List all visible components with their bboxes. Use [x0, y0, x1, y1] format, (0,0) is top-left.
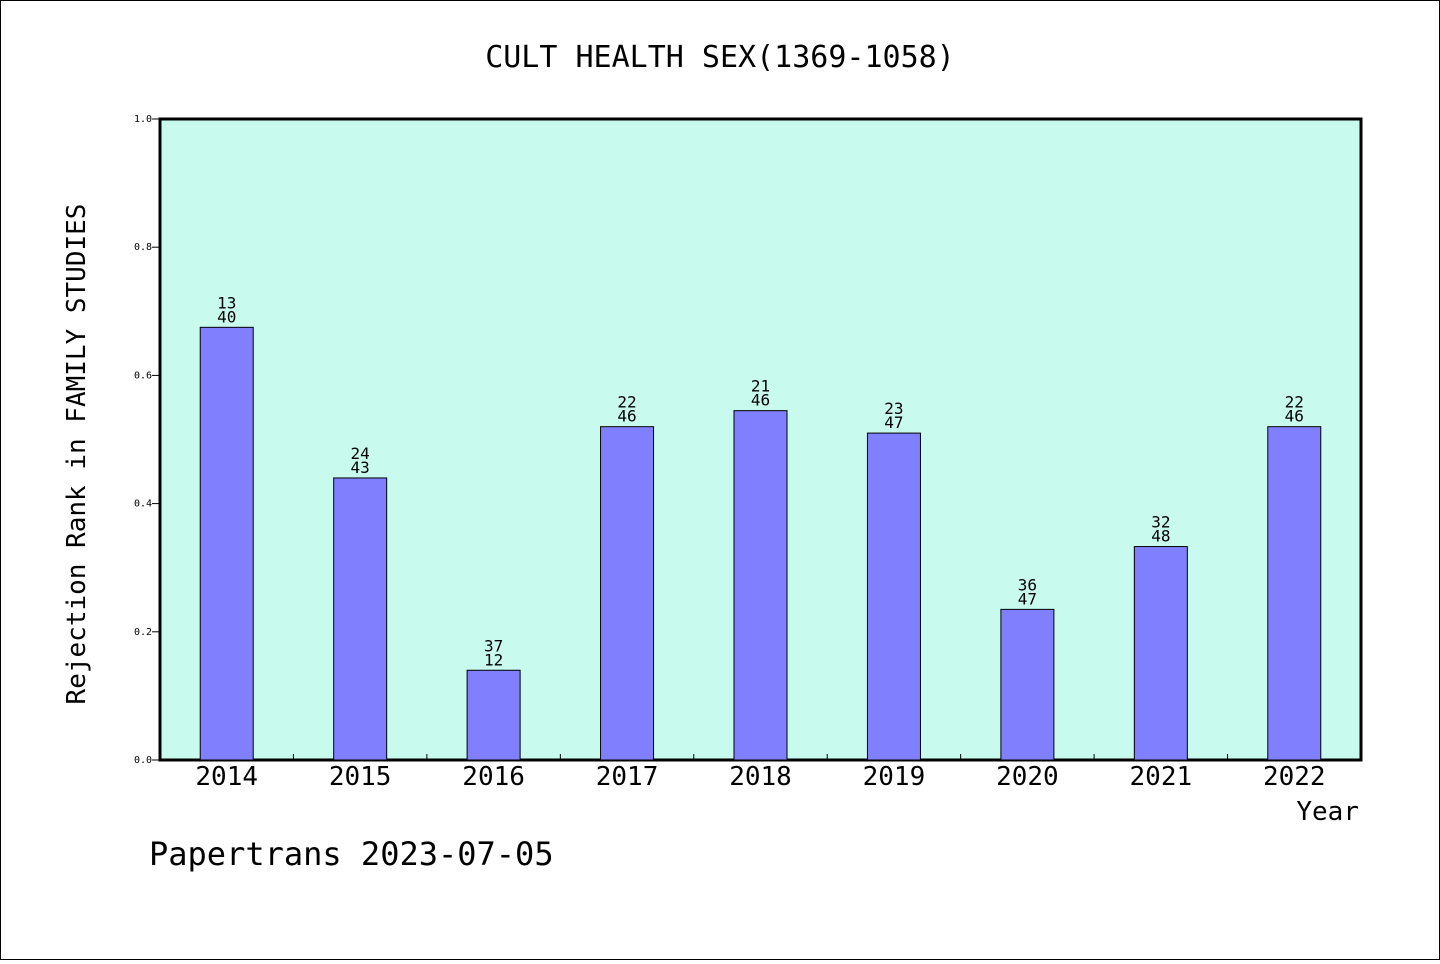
bar-annotation-label: 47 [884, 413, 903, 432]
plot-area: 0.00.20.40.60.81.0 2014 2015 2016 2017 2018 2… [134, 114, 1363, 792]
bar [866, 432, 921, 761]
x-tick-label: 2020 [996, 762, 1059, 792]
bar-annotation-label: 36 [1018, 575, 1037, 594]
y-tick-label: 0.2 [134, 627, 152, 638]
bar-annotation-label: 12 [484, 650, 503, 669]
y-tick-label: 0.0 [134, 755, 152, 766]
x-tick-label: 2021 [1130, 762, 1193, 792]
bar-annotation-label: 22 [617, 393, 636, 412]
bar-annotation-label: 43 [351, 458, 370, 477]
y-tick-label: 1.0 [134, 114, 152, 125]
bar-annotation-label: 46 [617, 407, 636, 426]
bar-annotation-label: 47 [1018, 589, 1037, 608]
bars-group [199, 326, 1322, 761]
bar-annotation-label: 48 [1151, 527, 1170, 546]
bar [733, 410, 788, 761]
bar [1267, 426, 1322, 761]
bar-annotation-label: 46 [751, 391, 770, 410]
x-tick-label: 2017 [596, 762, 659, 792]
x-tick-label: 2019 [863, 762, 926, 792]
y-tick-label: 0.8 [134, 242, 152, 253]
footer-credit: Papertrans 2023-07-05 [149, 835, 554, 873]
y-tick-label: 0.6 [134, 370, 152, 381]
bar-annotation-label: 23 [884, 399, 903, 418]
x-tick-label: 2018 [729, 762, 792, 792]
x-tick-label: 2022 [1263, 762, 1326, 792]
bar [199, 326, 254, 761]
bar-annotation-label: 32 [1151, 513, 1170, 532]
x-tick-label: 2015 [329, 762, 392, 792]
bar [1133, 546, 1188, 761]
bar [1000, 608, 1055, 761]
bar-annotation-label: 22 [1285, 393, 1304, 412]
bar-annotation-label: 24 [351, 444, 370, 463]
bar-annotation-label: 21 [751, 377, 770, 396]
bar-annotation-label: 37 [484, 636, 503, 655]
x-axis-category-labels: 2014 2015 2016 2017 2018 2019 2020 2021 2022 [195, 762, 1325, 792]
bar [333, 477, 388, 761]
chart-title: CULT HEALTH SEX(1369-1058) [485, 40, 955, 75]
y-axis-label: Rejection Rank in FAMILY STUDIES [62, 204, 92, 705]
x-tick-label: 2016 [462, 762, 525, 792]
x-axis-ticks [292, 754, 1229, 760]
bar [466, 669, 521, 761]
y-tick-label: 0.4 [134, 499, 152, 510]
x-axis-label: Year [1296, 797, 1359, 827]
bar-annotation-label: 13 [217, 293, 236, 312]
y-axis-ticks: 0.0 0.2 0.4 0.6 0.8 1.0 [134, 114, 160, 766]
bar [600, 426, 655, 761]
x-tick-label: 2014 [195, 762, 258, 792]
bar-annotation-label: 46 [1285, 407, 1304, 426]
bar-annotation-label: 40 [217, 307, 236, 326]
